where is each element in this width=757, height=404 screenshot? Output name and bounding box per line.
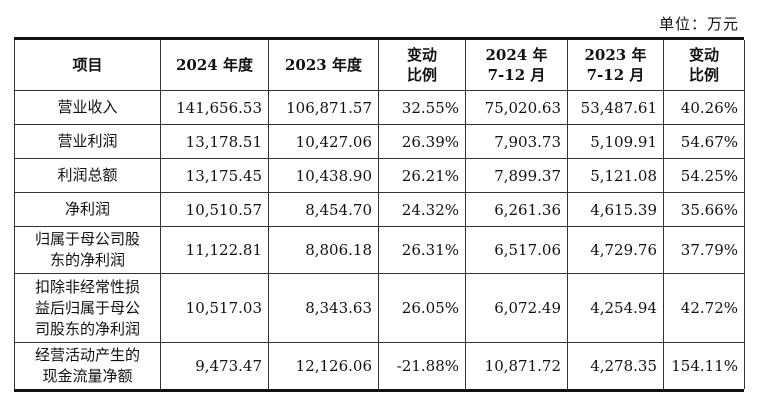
row-label: 营业利润: [14, 124, 161, 159]
cell-value: 37.79%: [663, 226, 745, 274]
row-label: 净利润: [14, 192, 161, 227]
cell-value: 7,903.73: [465, 124, 568, 159]
financial-table-container: 项目 2024 年度 2023 年度 变动 比例 2024 年 7-12 月 2…: [14, 37, 745, 392]
header-change-ratio-h2: 变动 比例: [663, 40, 745, 91]
cell-value: 141,656.53: [160, 90, 269, 125]
cell-value: 24.32%: [378, 192, 466, 227]
cell-value: 10,510.57: [160, 192, 269, 227]
table-row: 归属于母公司股 东的净利润 11,122.81 8,806.18 26.31% …: [14, 226, 745, 274]
cell-value: 26.05%: [378, 273, 466, 343]
cell-value: 7,899.37: [465, 158, 568, 193]
header-row: 项目 2024 年度 2023 年度 变动 比例 2024 年 7-12 月 2…: [14, 40, 745, 91]
cell-value: 6,261.36: [465, 192, 568, 227]
cell-value: 40.26%: [663, 90, 745, 125]
cell-value: 12,126.06: [268, 342, 379, 389]
table-row: 扣除非经常性损 益后归属于母公 司股东的净利润 10,517.03 8,343.…: [14, 273, 745, 343]
cell-value: 13,178.51: [160, 124, 269, 159]
cell-value: 5,121.08: [567, 158, 664, 193]
cell-value: 32.55%: [378, 90, 466, 125]
table-row: 营业利润 13,178.51 10,427.06 26.39% 7,903.73…: [14, 124, 745, 159]
table-row: 营业收入 141,656.53 106,871.57 32.55% 75,020…: [14, 90, 745, 125]
header-2023-full-year: 2023 年度: [268, 40, 379, 91]
cell-value: 9,473.47: [160, 342, 269, 389]
cell-value: 10,871.72: [465, 342, 568, 389]
cell-value: -21.88%: [378, 342, 466, 389]
cell-value: 4,278.35: [567, 342, 664, 389]
cell-value: 10,438.90: [268, 158, 379, 193]
table-row: 经营活动产生的 现金流量净额 9,473.47 12,126.06 -21.88…: [14, 342, 745, 389]
cell-value: 5,109.91: [567, 124, 664, 159]
cell-value: 26.39%: [378, 124, 466, 159]
financial-table: 项目 2024 年度 2023 年度 变动 比例 2024 年 7-12 月 2…: [14, 40, 745, 389]
row-label: 扣除非经常性损 益后归属于母公 司股东的净利润: [14, 273, 161, 343]
cell-value: 4,615.39: [567, 192, 664, 227]
cell-value: 6,072.49: [465, 273, 568, 343]
header-item: 项目: [14, 40, 161, 91]
cell-value: 106,871.57: [268, 90, 379, 125]
cell-value: 8,806.18: [268, 226, 379, 274]
cell-value: 13,175.45: [160, 158, 269, 193]
row-label: 营业收入: [14, 90, 161, 125]
cell-value: 10,427.06: [268, 124, 379, 159]
cell-value: 26.21%: [378, 158, 466, 193]
table-row: 净利润 10,510.57 8,454.70 24.32% 6,261.36 4…: [14, 192, 745, 227]
cell-value: 11,122.81: [160, 226, 269, 274]
header-2024-h2: 2024 年 7-12 月: [465, 40, 568, 91]
cell-value: 54.67%: [663, 124, 745, 159]
cell-value: 8,343.63: [268, 273, 379, 343]
row-label: 归属于母公司股 东的净利润: [14, 226, 161, 274]
table-row: 利润总额 13,175.45 10,438.90 26.21% 7,899.37…: [14, 158, 745, 193]
cell-value: 42.72%: [663, 273, 745, 343]
cell-value: 4,254.94: [567, 273, 664, 343]
cell-value: 53,487.61: [567, 90, 664, 125]
cell-value: 54.25%: [663, 158, 745, 193]
header-2023-h2: 2023 年 7-12 月: [567, 40, 664, 91]
cell-value: 6,517.06: [465, 226, 568, 274]
cell-value: 10,517.03: [160, 273, 269, 343]
cell-value: 154.11%: [663, 342, 745, 389]
cell-value: 26.31%: [378, 226, 466, 274]
row-label: 利润总额: [14, 158, 161, 193]
cell-value: 4,729.76: [567, 226, 664, 274]
unit-label: 单位：万元: [658, 15, 739, 33]
row-label: 经营活动产生的 现金流量净额: [14, 342, 161, 389]
cell-value: 8,454.70: [268, 192, 379, 227]
cell-value: 35.66%: [663, 192, 745, 227]
cell-value: 75,020.63: [465, 90, 568, 125]
header-change-ratio-annual: 变动 比例: [378, 40, 466, 91]
header-2024-full-year: 2024 年度: [160, 40, 269, 91]
